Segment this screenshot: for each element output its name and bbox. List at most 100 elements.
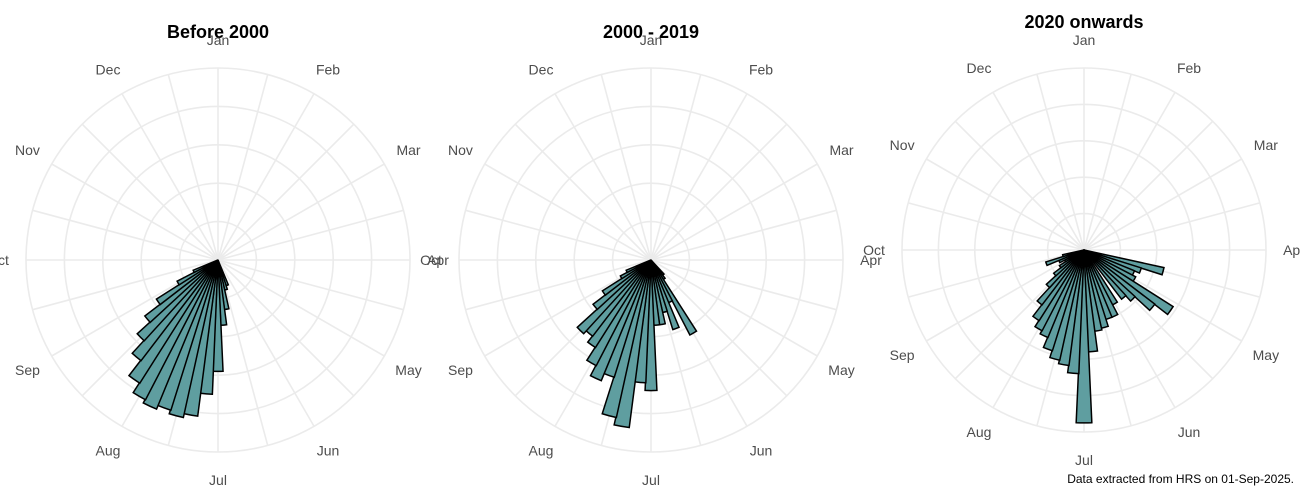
grid-spoke bbox=[925, 158, 1085, 251]
chart-panel-2000-2019: 2000 - 2019 Jan Feb Mar Apr May Jun Jul Aug Sep O… bbox=[420, 22, 882, 488]
polar-bar bbox=[1075, 249, 1093, 424]
month-label-may: May bbox=[395, 362, 421, 378]
grid-spoke bbox=[650, 93, 748, 261]
month-label-jan: Jan bbox=[207, 32, 230, 48]
grid-spoke bbox=[217, 123, 355, 261]
month-label-feb: Feb bbox=[1177, 60, 1201, 76]
grid-spoke bbox=[217, 259, 269, 446]
grid-spoke bbox=[484, 163, 652, 261]
grid-spoke bbox=[32, 259, 219, 311]
grid-spoke bbox=[217, 259, 385, 357]
grid-spoke bbox=[217, 74, 269, 261]
grid-spoke bbox=[1036, 73, 1085, 251]
grid-spoke bbox=[650, 259, 837, 311]
grid-spoke bbox=[650, 74, 702, 261]
grid-spoke bbox=[217, 259, 404, 311]
grid-spoke bbox=[907, 249, 1085, 298]
polar-bar bbox=[576, 259, 652, 335]
month-label-apr: Apr bbox=[1283, 242, 1300, 258]
month-label-feb: Feb bbox=[749, 61, 773, 77]
month-label-oct: Oct bbox=[420, 252, 442, 268]
polar-bar bbox=[650, 259, 681, 331]
grid-spoke bbox=[1083, 73, 1132, 251]
month-label-aug: Aug bbox=[967, 424, 992, 440]
grid-spoke bbox=[465, 209, 652, 261]
panel-title: 2020 onwards bbox=[1024, 12, 1143, 32]
grid-spoke bbox=[992, 91, 1085, 251]
grid-spoke bbox=[217, 259, 355, 397]
grid-spoke bbox=[554, 93, 652, 261]
bars bbox=[1031, 249, 1175, 424]
grid-spoke bbox=[1083, 91, 1176, 251]
month-label-sep: Sep bbox=[448, 362, 473, 378]
month-label-mar: Mar bbox=[829, 142, 853, 158]
month-label-mar: Mar bbox=[396, 142, 420, 158]
month-label-sep: Sep bbox=[890, 347, 915, 363]
polar-bar bbox=[1083, 249, 1127, 301]
month-label-jul: Jul bbox=[642, 472, 660, 488]
polar-bar bbox=[192, 259, 219, 274]
polar-bar bbox=[1061, 249, 1085, 258]
grid-spoke bbox=[1083, 120, 1214, 251]
grid-spoke bbox=[925, 249, 1085, 342]
polar-bar bbox=[136, 259, 219, 342]
grid-spoke bbox=[650, 123, 788, 261]
polar-bar bbox=[155, 259, 219, 306]
grid-spoke bbox=[217, 93, 315, 261]
polar-bar bbox=[625, 259, 652, 274]
month-label-may: May bbox=[828, 362, 854, 378]
polar-grid bbox=[458, 67, 844, 453]
grid-spoke bbox=[121, 93, 219, 261]
data-source-caption: Data extracted from HRS on 01-Sep-2025. bbox=[1067, 472, 1294, 486]
panel-title: Before 2000 bbox=[167, 22, 269, 42]
grid-spoke bbox=[1083, 158, 1243, 251]
month-label-nov: Nov bbox=[15, 142, 40, 158]
month-label-aug: Aug bbox=[96, 443, 121, 459]
month-label-sep: Sep bbox=[15, 362, 40, 378]
month-label-jan: Jan bbox=[640, 32, 663, 48]
grid-spoke bbox=[81, 123, 219, 261]
month-label-jul: Jul bbox=[209, 472, 227, 488]
grid-spoke bbox=[217, 259, 315, 427]
month-label-dec: Dec bbox=[96, 61, 121, 77]
month-label-oct: Oct bbox=[863, 242, 885, 258]
polar-bar bbox=[601, 259, 652, 297]
month-label-jun: Jun bbox=[1178, 424, 1201, 440]
month-label-jan: Jan bbox=[1073, 32, 1096, 48]
month-label-jun: Jun bbox=[750, 443, 773, 459]
grid-spoke bbox=[954, 120, 1085, 251]
month-label-feb: Feb bbox=[316, 61, 340, 77]
grid-spoke bbox=[51, 163, 219, 261]
polar-bar bbox=[591, 259, 652, 311]
chart-panel-2020-onwards: 2020 onwards Jan Feb Mar Apr May Jun Jul Aug Sep… bbox=[863, 12, 1300, 468]
grid-spoke bbox=[167, 74, 219, 261]
grid-spoke bbox=[217, 163, 385, 261]
grid-spoke bbox=[32, 209, 219, 261]
grid-spoke bbox=[465, 259, 652, 311]
grid-spoke bbox=[217, 209, 404, 261]
month-label-nov: Nov bbox=[890, 137, 915, 153]
month-label-apr: Apr bbox=[860, 252, 882, 268]
polar-bar bbox=[650, 259, 698, 337]
polar-bar bbox=[1083, 249, 1156, 312]
grid-spoke bbox=[650, 259, 818, 357]
month-label-aug: Aug bbox=[529, 443, 554, 459]
month-label-jun: Jun bbox=[317, 443, 340, 459]
month-label-nov: Nov bbox=[448, 142, 473, 158]
polar-bar bbox=[143, 259, 219, 324]
polar-bar bbox=[176, 259, 219, 286]
month-label-oct: Oct bbox=[0, 252, 9, 268]
panel-title: 2000 - 2019 bbox=[603, 22, 699, 42]
polar-bar bbox=[132, 259, 219, 401]
month-label-apr: Apr bbox=[427, 252, 449, 268]
month-label-dec: Dec bbox=[967, 60, 992, 76]
polar-bar bbox=[644, 259, 658, 392]
grid-spoke bbox=[907, 202, 1085, 251]
chart-panel-before-2000: Before 2000 Jan Feb Mar Apr May Jun Jul Aug Sep O… bbox=[0, 22, 449, 488]
polar-bar bbox=[127, 259, 219, 385]
grid-spoke bbox=[650, 209, 837, 261]
bars bbox=[127, 259, 230, 419]
month-label-jul: Jul bbox=[1075, 452, 1093, 468]
grid-spoke bbox=[650, 259, 788, 397]
